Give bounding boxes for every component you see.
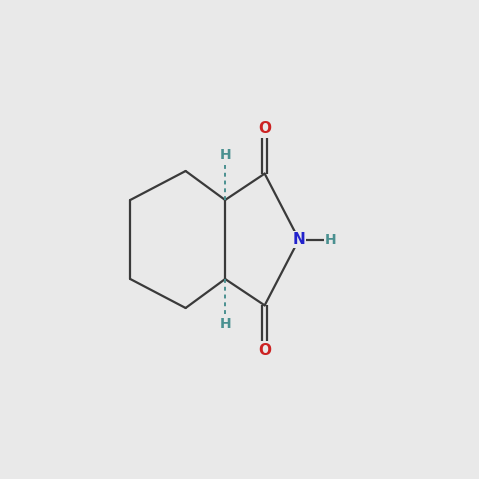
Text: N: N: [293, 232, 305, 247]
Text: O: O: [258, 342, 271, 358]
Text: H: H: [325, 232, 336, 247]
Text: H: H: [219, 317, 231, 331]
Text: H: H: [219, 148, 231, 162]
Text: O: O: [258, 121, 271, 137]
